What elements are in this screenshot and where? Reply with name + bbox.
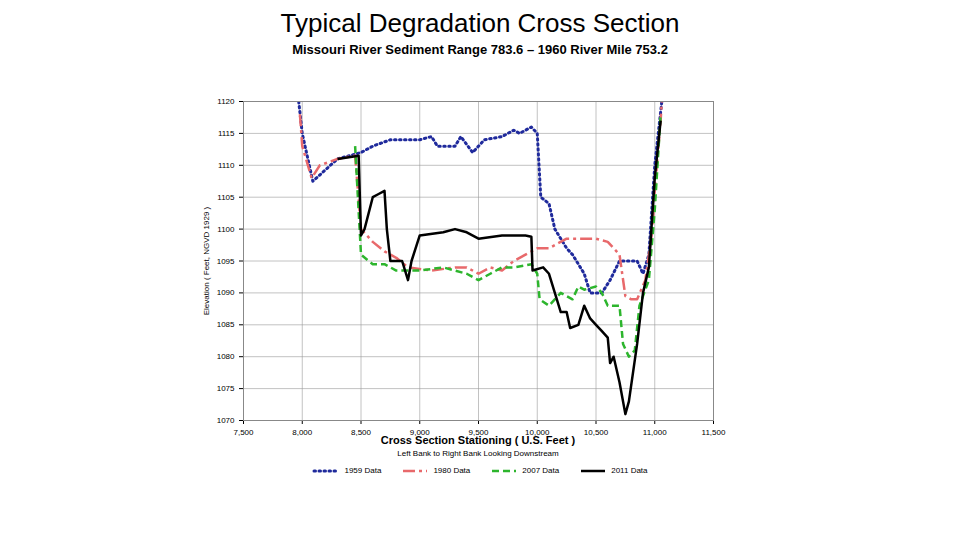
svg-text:Left Bank to Right Bank Lookin: Left Bank to Right Bank Looking Downstre… xyxy=(397,449,559,458)
svg-text:Elevation ( Feet, NGVD 1929 ): Elevation ( Feet, NGVD 1929 ) xyxy=(202,206,211,315)
html-text:2007 Data: 2007 Data xyxy=(522,466,560,476)
svg-text:1080: 1080 xyxy=(217,352,235,361)
svg-text:8,500: 8,500 xyxy=(351,428,372,437)
svg-text:11,000: 11,000 xyxy=(643,428,667,437)
svg-text:1100: 1100 xyxy=(217,225,235,234)
svg-text:11,500: 11,500 xyxy=(702,428,726,437)
svg-text:1095: 1095 xyxy=(217,257,235,266)
html-text:1980 Data: 1980 Data xyxy=(433,466,471,476)
svg-text:9,000: 9,000 xyxy=(409,428,430,438)
html-text:Missouri River Sediment Range: Missouri River Sediment Range 783.6 – 19… xyxy=(292,42,668,57)
svg-text:1115: 1115 xyxy=(218,129,235,138)
svg-text:7,500: 7,500 xyxy=(233,428,254,437)
html-text:2011 Data: 2011 Data xyxy=(611,466,648,476)
svg-text:9,500: 9,500 xyxy=(468,428,489,438)
svg-text:1120: 1120 xyxy=(217,97,235,106)
html-text:1959 Data: 1959 Data xyxy=(344,466,382,476)
svg-text:1090: 1090 xyxy=(217,288,235,297)
svg-text:Cross Section Stationing ( U.S: Cross Section Stationing ( U.S. Feet ) xyxy=(381,434,576,446)
svg-text:1070: 1070 xyxy=(217,416,235,425)
svg-text:1085: 1085 xyxy=(217,320,235,329)
svg-text:1075: 1075 xyxy=(217,384,235,393)
svg-text:1105: 1105 xyxy=(217,193,235,202)
svg-text:8,000: 8,000 xyxy=(292,428,313,437)
svg-text:10,000: 10,000 xyxy=(525,428,550,438)
svg-text:10,500: 10,500 xyxy=(584,428,609,437)
html-text:Typical Degradation Cross Sect: Typical Degradation Cross Section xyxy=(280,8,680,38)
svg-text:1110: 1110 xyxy=(218,161,235,170)
